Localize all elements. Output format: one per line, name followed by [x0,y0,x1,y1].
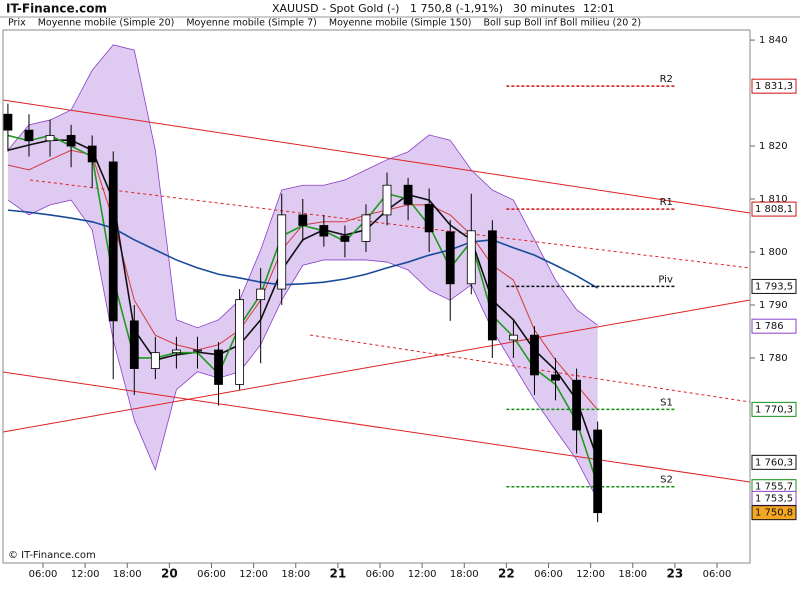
pivot-name: S2 [660,475,673,486]
plot-frame [2,29,751,564]
candle-body [445,231,455,285]
price-box [751,401,797,417]
pivot-name: Piv [658,274,673,285]
candle-body [214,349,223,385]
time: 12:01 [583,2,615,15]
candle-body [593,429,603,514]
legend-entry: Moyenne mobile (Simple 20) [38,18,175,29]
pivot-name: R2 [660,74,673,85]
y-tick-label: 1 820 [759,141,788,152]
candle-body [530,334,539,376]
candle-body [466,230,476,285]
price-box-label: 1 760,3 [755,457,793,468]
plot-layer [7,44,598,500]
candle-body [382,184,392,216]
y-tick-label: 1 780 [759,353,788,364]
price-box-label: 1 786 [755,321,784,332]
candle-body [108,161,118,322]
site-name: IT-Finance.com [6,2,107,16]
price-box-label: 1 750,8 [755,508,793,519]
candle-body [45,135,55,142]
price-box-label: 1 808,1 [755,204,793,215]
x-tick-label: 06:00 [534,569,563,580]
candle-body [319,225,329,237]
candle-body [340,235,350,242]
x-tick-label: 12:00 [576,569,605,580]
candle-body [509,334,518,341]
candle-body [66,135,76,147]
candle-body [235,299,244,385]
trend-line [309,334,751,403]
legend-entry: Moyenne mobile (Simple 150) [329,18,472,29]
trend-line [2,299,751,433]
price-box [751,318,797,334]
trend-line [2,99,751,214]
price-box [751,454,797,470]
legend-entry: Prix [8,18,26,29]
copyright: © IT-Finance.com [8,550,96,561]
candle-body [150,352,160,369]
candle-body [129,320,139,369]
x-tick-label: 23 [667,567,684,581]
trend-line [2,371,751,483]
x-tick-label: 12:00 [408,569,437,580]
symbol: XAUUSD - Spot Gold (-) [272,2,399,15]
candle-body [277,214,287,290]
x-tick-label: 18:00 [113,569,142,580]
candle-body [361,214,371,242]
pivot-name: S1 [660,397,673,408]
y-tick-label: 1 790 [759,300,788,311]
bollinger-band [7,44,598,500]
x-tick-label: 18:00 [281,569,310,580]
legend-entry: Boll sup Boll inf Boll milieu (20 2) [484,18,642,29]
period: 30 minutes [513,2,575,15]
candle-body [572,379,581,431]
candle-body [193,349,202,352]
y-tick-label: 1 810 [759,194,788,205]
candle-body [24,129,34,142]
candle-body [403,184,413,205]
bollinger-lower [7,199,599,501]
x-tick-label: 12:00 [71,569,100,580]
price-box-label: 1 831,3 [755,81,793,92]
price-box [751,78,797,94]
price-box-label: 1 755,7 [755,482,793,493]
price-box [751,278,797,294]
price-box-label: 1 753,5 [755,493,793,504]
price-box-label: 1 793,5 [755,281,793,292]
candle-body [87,145,97,163]
price-box-label: 1 770,3 [755,404,793,415]
price-box [751,505,797,521]
x-tick-label: 20 [161,567,178,581]
candle-body [256,288,266,301]
candle-body [3,113,13,131]
x-tick-label: 06:00 [366,569,395,580]
x-tick-label: 06:00 [703,569,732,580]
candle-body [424,203,434,233]
quote: 1 750,8 (-1,91%) [410,2,503,15]
x-tick-label: 06:00 [29,569,58,580]
pivot-name: R1 [660,197,673,208]
x-tick-label: 12:00 [239,569,268,580]
x-tick-label: 18:00 [450,569,479,580]
moving-average [7,209,599,289]
x-tick-label: 22 [498,567,515,581]
candle-body [487,230,497,341]
trendlines [2,99,751,483]
x-tick-label: 06:00 [197,569,226,580]
bollinger-upper [7,44,598,329]
x-tick-label: 21 [330,567,347,581]
y-tick-label: 1 800 [759,247,788,258]
trend-line [29,179,751,269]
price-box [751,201,797,217]
candle-body [298,214,308,226]
legend-entry: Moyenne mobile (Simple 7) [186,18,317,29]
candle-body [172,349,181,354]
y-tick-label: 1 840 [759,35,788,46]
candle-body [551,374,560,381]
x-tick-label: 18:00 [618,569,647,580]
